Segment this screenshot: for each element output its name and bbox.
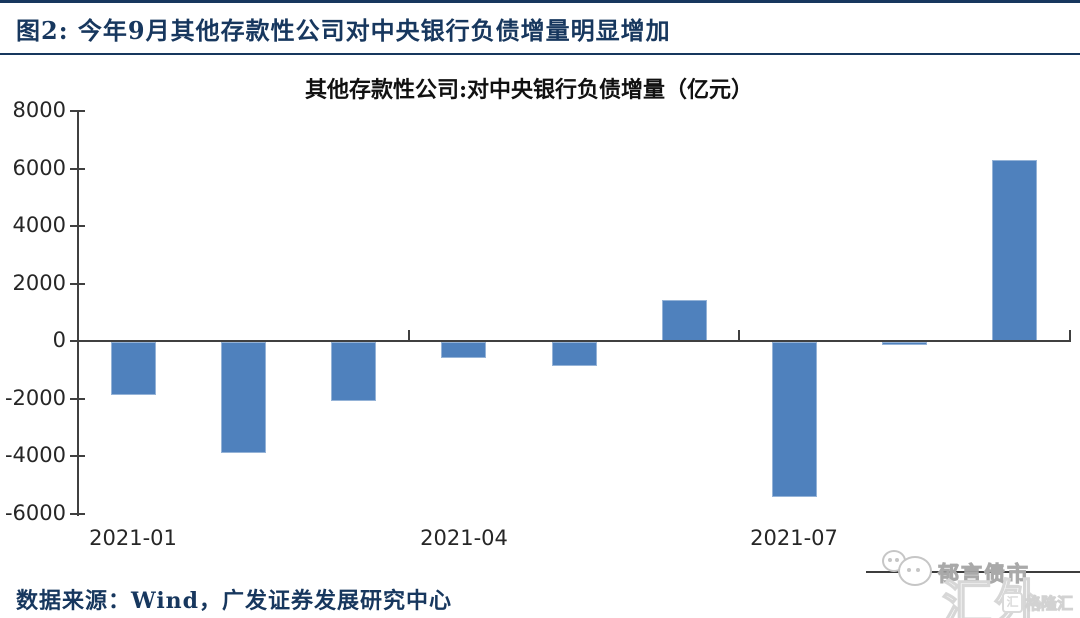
- bar: [992, 160, 1037, 341]
- bar: [662, 300, 707, 342]
- y-axis-tick: [70, 167, 85, 170]
- y-axis-tick-label: 6000: [12, 155, 66, 180]
- x-axis-tick-label: 2021-01: [89, 526, 177, 550]
- x-axis-line: [77, 340, 1071, 343]
- y-axis-tick: [70, 397, 85, 400]
- x-axis-tick-label: 2021-07: [750, 526, 838, 550]
- y-axis-tick-label: 2000: [12, 270, 66, 295]
- bar: [552, 342, 597, 366]
- x-axis-tick: [738, 330, 741, 342]
- bar: [111, 342, 156, 395]
- y-axis-tick: [70, 513, 85, 515]
- chat-bubble-big-icon: [898, 556, 932, 586]
- y-axis-tick-label: 0: [52, 328, 66, 353]
- x-axis-tick-label: 2021-04: [420, 526, 508, 550]
- watermark-logo-icon: 汇: [1002, 591, 1023, 613]
- data-source-note: 数据来源：Wind，广发证券发展研究中心: [16, 588, 453, 614]
- y-axis-tick-label: 4000: [12, 213, 66, 238]
- y-axis-tick: [70, 455, 85, 458]
- watermark-logo-text: 格隆汇: [1024, 594, 1074, 614]
- top-rule: [0, 0, 1080, 3]
- chart-title: 其他存款性公司:对中央银行负债增量（亿元）: [304, 77, 754, 103]
- y-axis-line: [77, 111, 79, 516]
- watermark-ghost-text: 汇外网: [941, 574, 1045, 618]
- chat-bubbles-icon: [882, 546, 938, 592]
- bar: [221, 342, 266, 453]
- y-axis-tick-label: 8000: [12, 98, 66, 122]
- y-axis-tick: [70, 110, 85, 112]
- caption-divider: [0, 53, 1080, 55]
- x-axis-tick: [407, 330, 410, 342]
- y-axis-tick-label: -4000: [4, 443, 66, 468]
- y-axis-tick: [70, 282, 85, 285]
- x-axis-tick: [1069, 330, 1071, 342]
- watermark-brand-text: 郁言债市: [938, 562, 1030, 587]
- bar: [331, 342, 376, 401]
- y-axis-tick: [70, 225, 85, 228]
- bar: [882, 342, 927, 345]
- watermark-line: [866, 571, 1080, 573]
- figure-caption: 图2: 今年9月其他存款性公司对中央银行负债增量明显增加: [16, 16, 671, 45]
- bar: [441, 342, 486, 358]
- y-axis-tick-label: -2000: [4, 385, 66, 410]
- y-axis-tick-label: -6000: [4, 501, 66, 525]
- bar: [772, 342, 817, 497]
- watermark-logo: 汇 格隆汇: [1002, 590, 1074, 614]
